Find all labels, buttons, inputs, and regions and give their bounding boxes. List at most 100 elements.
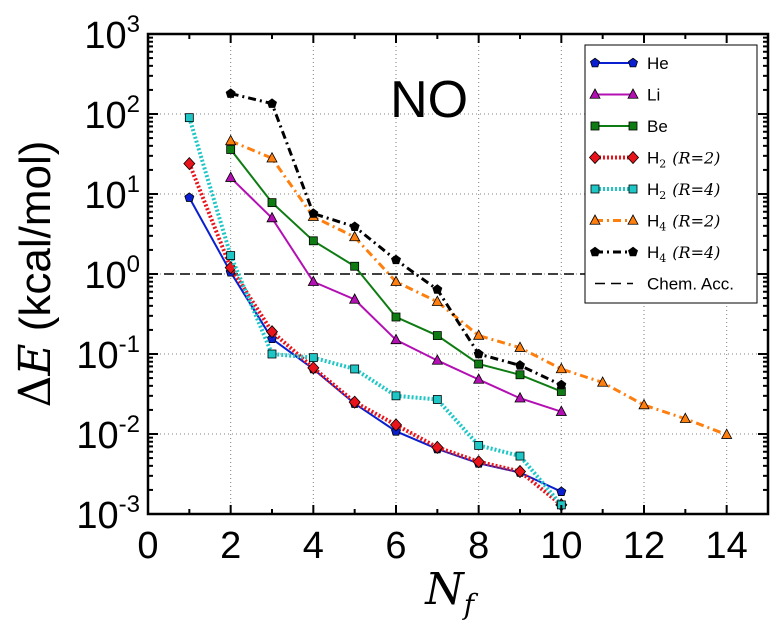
data-point-4-3 (308, 353, 318, 363)
data-point-2-5 (432, 331, 442, 340)
data-point-1-7 (514, 391, 526, 403)
data-point-4-8 (515, 451, 525, 461)
data-point-3-2 (265, 325, 279, 339)
y-tick-label: 10-2 (76, 411, 140, 457)
x-tick-label: 2 (220, 525, 241, 567)
legend-marker-start (590, 121, 600, 131)
data-point-5-7 (514, 341, 526, 352)
data-point-2-7 (515, 370, 525, 380)
data-point-3-8 (513, 464, 527, 479)
data-point-3-3 (307, 361, 320, 375)
x-tick-label: 6 (385, 525, 406, 567)
data-point-3-6 (431, 440, 444, 454)
data-point-6-7 (515, 360, 525, 370)
data-point-0-9 (556, 486, 567, 496)
legend-box (584, 44, 758, 304)
axes (146, 32, 770, 516)
legend-marker-end (627, 88, 639, 99)
legend-marker-start (589, 214, 601, 225)
data-point-6-5 (432, 284, 443, 294)
data-point-2-6 (474, 359, 484, 369)
data-point-5-8 (555, 362, 568, 374)
y-tick-label: 100 (84, 251, 140, 297)
data-point-1-0 (224, 171, 237, 182)
series-3 (183, 156, 568, 512)
data-point-3-5 (389, 418, 403, 432)
legend-marker-start (588, 150, 602, 165)
series-group (183, 88, 733, 512)
series-1 (224, 171, 568, 416)
data-point-5-11 (679, 412, 692, 423)
data-point-2-2 (308, 236, 318, 246)
data-point-2-1 (267, 198, 277, 208)
data-point-5-12 (720, 428, 733, 439)
x-tick-label: 10 (540, 525, 582, 567)
data-point-0-0 (184, 192, 195, 202)
data-point-5-3 (348, 230, 361, 242)
legend-label: H2 (R=2) (647, 149, 720, 171)
data-point-3-7 (472, 455, 485, 469)
tick-labels: 0 2 4 6 8 10 12 14 10-3 10-2 10-1 100 101 102 103 (76, 11, 747, 567)
data-point-4-1 (226, 251, 236, 260)
legend-label: He (647, 54, 669, 73)
data-point-6-2 (308, 208, 319, 218)
legend: He Li Be H2 (R=2) H2 (R=4) H4 (R=2) H4 (R=4) Chem. … (584, 44, 758, 304)
data-point-6-3 (349, 221, 360, 231)
axis-labels: Nf ΔE (kcal/mol) (10, 141, 479, 621)
data-point-2-3 (350, 261, 360, 271)
data-point-6-8 (556, 379, 567, 390)
series-4 (184, 113, 566, 510)
data-point-1-2 (307, 275, 320, 286)
legend-marker-start (590, 184, 600, 194)
data-point-4-0 (184, 113, 194, 123)
legend-label: Be (647, 117, 668, 136)
legend-marker-start (590, 246, 600, 257)
series-6 (225, 88, 567, 390)
data-point-2-0 (226, 145, 236, 154)
data-point-1-5 (431, 354, 444, 365)
series-line-4 (187, 117, 563, 507)
legend-label: H2 (R=4) (647, 180, 720, 202)
series-5 (224, 134, 733, 439)
y-tick-label: 10-1 (76, 331, 140, 377)
data-point-5-10 (638, 398, 650, 410)
data-point-4-7 (474, 441, 484, 450)
legend-marker-start (590, 57, 600, 68)
x-tick-label: 14 (706, 525, 748, 567)
legend-marker-end (628, 246, 638, 257)
data-point-6-0 (225, 88, 236, 98)
legend-marker-end (627, 214, 639, 225)
data-point-4-6 (432, 395, 442, 404)
legend-label: H4 (R=2) (647, 212, 720, 234)
data-point-1-4 (390, 333, 402, 345)
data-point-5-0 (224, 134, 237, 146)
data-point-5-4 (390, 275, 402, 286)
chart-annotation: NO (390, 71, 468, 129)
data-point-6-4 (391, 254, 401, 265)
y-axis-label: ΔE (kcal/mol) (10, 141, 61, 408)
legend-marker-end (628, 184, 638, 194)
y-tick-label: 102 (84, 91, 140, 137)
data-point-1-6 (472, 373, 485, 384)
series-2 (226, 145, 566, 396)
data-point-4-2 (267, 349, 277, 359)
x-tick-label: 0 (137, 525, 158, 567)
legend-label: H4 (R=4) (647, 243, 720, 265)
series-0 (184, 192, 567, 496)
legend-marker-end (626, 150, 640, 165)
y-tick-label: 10-3 (76, 491, 140, 537)
data-point-6-1 (267, 98, 277, 108)
x-tick-label: 4 (303, 525, 324, 567)
y-tick-label: 101 (84, 171, 140, 217)
data-point-5-6 (472, 329, 485, 340)
y-tick-label: 103 (84, 11, 140, 57)
x-tick-label: 8 (468, 525, 489, 567)
data-point-3-4 (348, 395, 361, 409)
legend-label: Li (647, 86, 660, 105)
data-point-1-8 (555, 405, 568, 416)
data-point-6-6 (473, 348, 484, 359)
data-point-5-1 (266, 151, 278, 163)
x-tick-label: 12 (623, 525, 665, 567)
series-line-3 (187, 162, 563, 507)
